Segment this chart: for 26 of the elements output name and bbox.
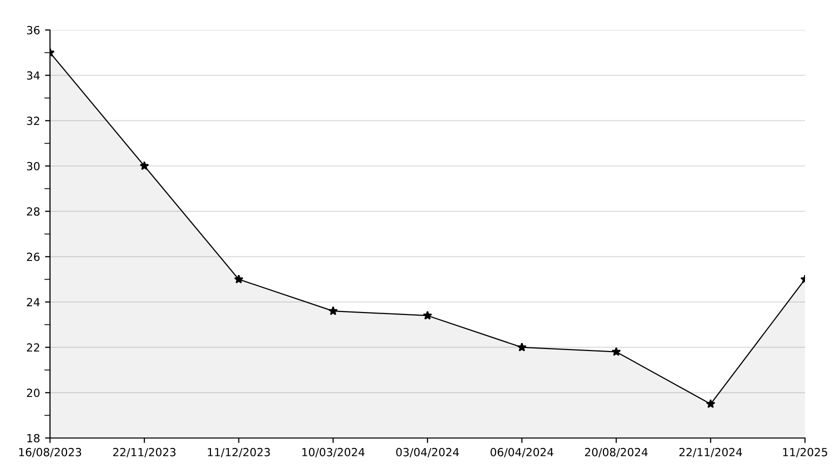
y-tick-label: 26: [26, 252, 40, 262]
x-tick-label: 03/04/2024: [396, 448, 459, 458]
point: [706, 399, 716, 408]
y-tick-label: 20: [26, 388, 40, 398]
x-tick-label: 22/11/2024: [679, 448, 742, 458]
point: [328, 306, 338, 316]
x-tick-label: 06/04/2024: [490, 448, 554, 458]
y-tick-label: 30: [26, 162, 40, 170]
point: [234, 274, 244, 284]
y-tick-label: 24: [26, 298, 40, 306]
point: [517, 342, 527, 352]
x-tick-label: 11/2025: [783, 448, 828, 458]
point: [612, 347, 621, 356]
y-tick-label: 32: [26, 116, 40, 126]
x-tick-label: 11/12/2023: [208, 448, 270, 458]
x-tick-label: 22/11/2023: [113, 448, 176, 458]
x-tick-label: 16/08/2023: [19, 448, 82, 458]
y-tick-label: 22: [26, 343, 40, 352]
point: [140, 161, 150, 170]
x-tick-label: 10/03/2024: [302, 448, 365, 458]
y-tick-label: 34: [26, 71, 40, 80]
point: [422, 310, 432, 320]
x-tick-label: 20/08/2024: [585, 448, 648, 458]
y-tick-label: 18: [27, 434, 40, 442]
y-tick-label: 36: [26, 26, 40, 34]
y-tick-label: 28: [26, 207, 40, 216]
